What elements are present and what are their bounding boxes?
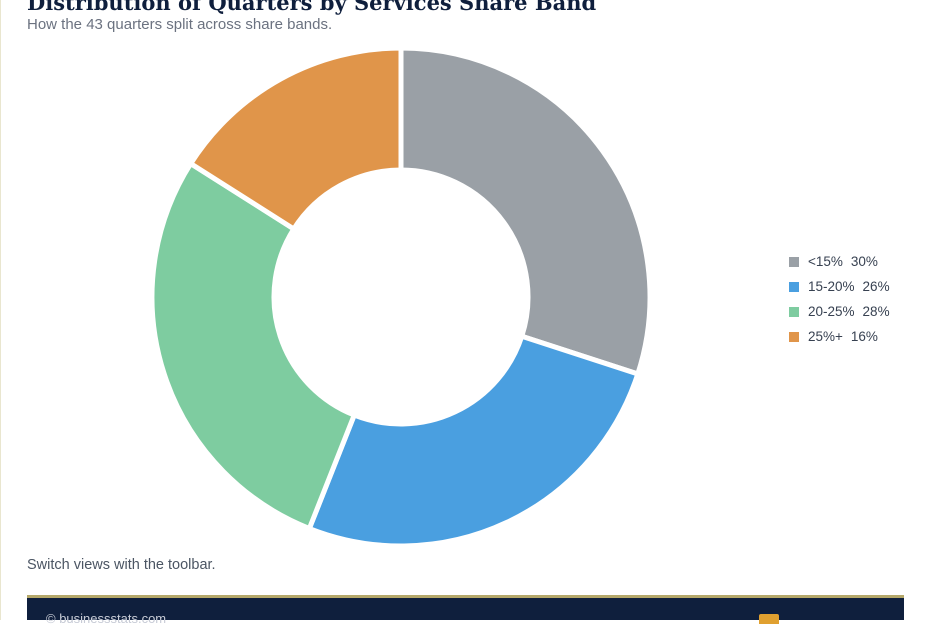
legend-item-2[interactable]: 20-25% 28%: [789, 299, 890, 324]
legend-value: 30%: [850, 254, 878, 269]
footer-copyright: © businessstats.com: [46, 611, 167, 626]
donut-slice-0[interactable]: [398, 45, 653, 378]
legend-label: 15-20%: [808, 279, 855, 294]
legend-label: 20-25%: [808, 304, 855, 319]
legend-swatch: [789, 331, 799, 342]
legend-value: 28%: [862, 304, 890, 319]
donut-slice-3[interactable]: [187, 45, 404, 233]
legend-swatch: [789, 306, 799, 317]
legend-item-1[interactable]: 15-20% 26%: [789, 274, 890, 299]
legend-label: 25%+: [808, 329, 843, 344]
donut-slice-2[interactable]: [149, 160, 358, 532]
legend-label: <15%: [808, 254, 843, 269]
donut-slice-1[interactable]: [306, 333, 641, 549]
donut-chart: [149, 45, 653, 549]
footer-badge-icon: [759, 614, 779, 624]
legend-swatch: [789, 256, 799, 267]
legend-item-0[interactable]: <15% 30%: [789, 249, 890, 274]
footer-bar: © businessstats.com: [27, 595, 904, 626]
chart-title: Distribution of Quarters by Services Sha…: [27, 0, 597, 15]
legend-value: 26%: [862, 279, 890, 294]
toolbar-hint: Switch views with the toolbar.: [27, 557, 216, 573]
legend-item-3[interactable]: 25%+ 16%: [789, 324, 890, 349]
page-frame-edge: [0, 0, 1, 620]
chart-legend: <15% 30% 15-20% 26% 20-25% 28% 25%+ 16%: [789, 249, 890, 349]
legend-swatch: [789, 281, 799, 292]
legend-value: 16%: [850, 329, 878, 344]
chart-subtitle: How the 43 quarters split across share b…: [27, 16, 333, 33]
